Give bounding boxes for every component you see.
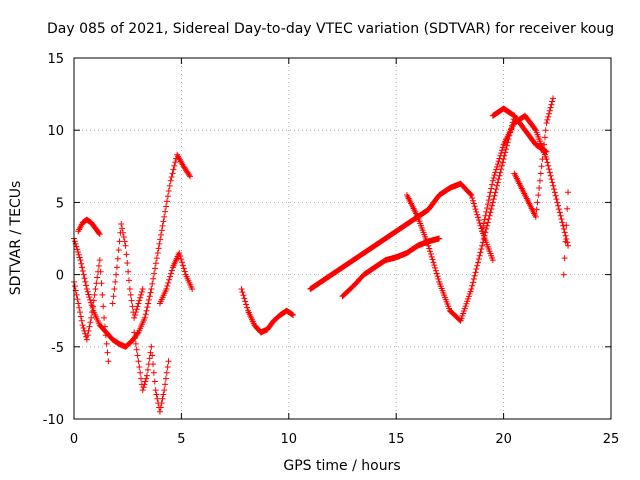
- series-arc-13: [489, 105, 550, 155]
- series-arc-9: [339, 235, 443, 300]
- plus-markers: [479, 112, 572, 249]
- plus-markers: [131, 329, 172, 415]
- x-axis-label: GPS time / hours: [283, 458, 400, 474]
- plus-markers: [75, 216, 103, 238]
- x-tick-label: 5: [177, 432, 185, 447]
- series-arc-5: [131, 329, 172, 415]
- plus-markers: [339, 235, 443, 300]
- series-arc-6: [156, 249, 196, 307]
- plus-markers: [511, 95, 557, 220]
- series-arc-8: [307, 213, 421, 293]
- plus-markers: [489, 105, 550, 155]
- tick-labels: 0 5 10 15 20 25 -10 -5 0 5 10 15: [43, 52, 620, 447]
- grid-lines: [74, 58, 611, 419]
- series-arc-11: [414, 180, 496, 264]
- plus-markers: [560, 189, 572, 278]
- plus-markers: [109, 221, 146, 321]
- series-arc-3: [75, 216, 103, 238]
- axis-ticks: [73, 57, 612, 420]
- plus-markers: [156, 249, 196, 307]
- y-tick-label: 15: [47, 52, 64, 67]
- series-arc-10: [403, 112, 518, 324]
- y-tick-label: -10: [43, 413, 64, 428]
- plus-markers: [403, 112, 518, 324]
- series-arc-12: [479, 112, 572, 249]
- x-tick-label: 10: [281, 432, 298, 447]
- x-tick-label: 20: [495, 432, 512, 447]
- y-tick-label: 10: [47, 124, 64, 139]
- y-tick-label: -5: [51, 341, 64, 356]
- plot-frame: [73, 57, 612, 420]
- series-arc-15: [560, 189, 572, 278]
- chart-title: Day 085 of 2021, Sidereal Day-to-day VTE…: [47, 21, 614, 37]
- series-arc-1: [71, 151, 193, 350]
- y-axis-label: SDTVAR / TECUs: [8, 181, 24, 296]
- series-arc-14: [511, 95, 557, 220]
- data-markers: [71, 95, 572, 415]
- x-tick-label: 0: [70, 432, 78, 447]
- x-tick-label: 15: [388, 432, 405, 447]
- y-tick-label: 0: [56, 269, 64, 284]
- plus-markers: [238, 286, 297, 336]
- plus-markers: [307, 213, 421, 293]
- y-tick-label: 5: [56, 196, 64, 211]
- x-tick-label: 25: [603, 432, 620, 447]
- series-arc-7: [238, 286, 297, 336]
- plus-markers: [414, 180, 496, 264]
- series-arc-4: [109, 221, 146, 321]
- plus-markers: [71, 151, 193, 350]
